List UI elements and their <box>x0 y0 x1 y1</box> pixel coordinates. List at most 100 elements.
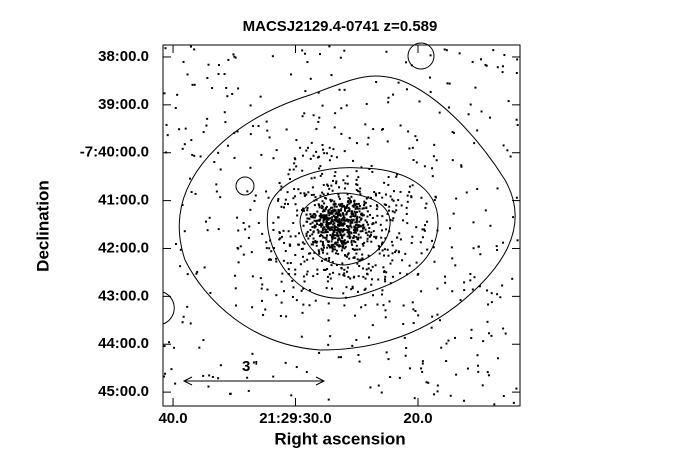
event <box>418 100 421 103</box>
event <box>334 237 337 240</box>
event <box>368 168 371 171</box>
event <box>342 219 345 222</box>
event <box>285 128 288 131</box>
event <box>331 212 334 215</box>
event <box>330 184 333 187</box>
event <box>330 206 333 209</box>
event <box>358 190 361 193</box>
event <box>412 322 415 325</box>
event <box>330 264 333 267</box>
event <box>209 291 212 294</box>
event <box>502 241 505 244</box>
event <box>332 220 335 223</box>
event <box>326 192 329 195</box>
event <box>363 200 366 203</box>
scale-bar: 3 ' <box>182 358 326 386</box>
event <box>354 248 357 251</box>
event <box>383 270 386 273</box>
event <box>356 262 359 265</box>
event <box>338 197 341 200</box>
event <box>205 124 208 127</box>
event <box>375 80 378 83</box>
event <box>381 196 384 199</box>
event <box>397 81 400 84</box>
event <box>320 225 323 228</box>
event <box>474 86 477 89</box>
event <box>370 240 373 243</box>
event <box>310 177 313 180</box>
event <box>342 224 345 227</box>
event <box>329 227 332 230</box>
event <box>217 228 220 231</box>
event <box>470 337 473 340</box>
event <box>182 60 185 63</box>
event <box>476 187 479 190</box>
event <box>333 245 336 248</box>
event <box>352 256 355 259</box>
event <box>312 257 315 260</box>
event <box>332 234 335 237</box>
event <box>352 214 355 217</box>
event <box>360 166 363 169</box>
event <box>463 289 466 292</box>
event <box>364 304 367 307</box>
event <box>330 226 333 229</box>
event <box>315 241 318 244</box>
event <box>386 140 389 143</box>
event <box>223 111 226 114</box>
event <box>311 221 314 224</box>
event <box>330 155 333 158</box>
event <box>342 273 345 276</box>
event <box>334 242 337 245</box>
event <box>433 393 436 396</box>
y-tick-label: 38:00.0 <box>98 48 149 65</box>
event <box>352 159 355 162</box>
event <box>242 222 245 225</box>
event <box>361 253 364 256</box>
event <box>335 220 338 223</box>
event <box>179 248 182 251</box>
event <box>206 77 209 80</box>
event <box>165 123 168 126</box>
event <box>501 71 504 74</box>
event <box>433 143 436 146</box>
event <box>320 214 323 217</box>
event <box>322 221 325 224</box>
event <box>362 275 365 278</box>
event <box>385 203 388 206</box>
event <box>354 204 357 207</box>
event <box>341 245 344 248</box>
event <box>385 50 388 53</box>
event <box>163 375 166 378</box>
event <box>333 205 336 208</box>
event <box>297 243 300 246</box>
event <box>348 198 351 201</box>
event <box>296 209 299 212</box>
event <box>352 228 355 231</box>
event <box>358 360 361 363</box>
event <box>485 64 488 67</box>
event <box>402 304 405 307</box>
event <box>455 197 458 200</box>
event <box>354 231 357 234</box>
event <box>343 228 346 231</box>
event <box>173 346 176 349</box>
event <box>321 210 324 213</box>
event <box>327 302 330 305</box>
event <box>380 391 383 394</box>
event <box>454 336 457 339</box>
event <box>278 231 281 234</box>
event <box>321 172 324 175</box>
event <box>335 229 338 232</box>
event <box>305 371 308 374</box>
event <box>333 175 336 178</box>
event <box>292 222 295 225</box>
event <box>303 194 306 197</box>
event <box>341 234 344 237</box>
event <box>325 236 328 239</box>
event <box>302 287 305 290</box>
event <box>312 216 315 219</box>
event <box>316 210 319 213</box>
event <box>325 225 328 228</box>
event <box>321 200 324 203</box>
